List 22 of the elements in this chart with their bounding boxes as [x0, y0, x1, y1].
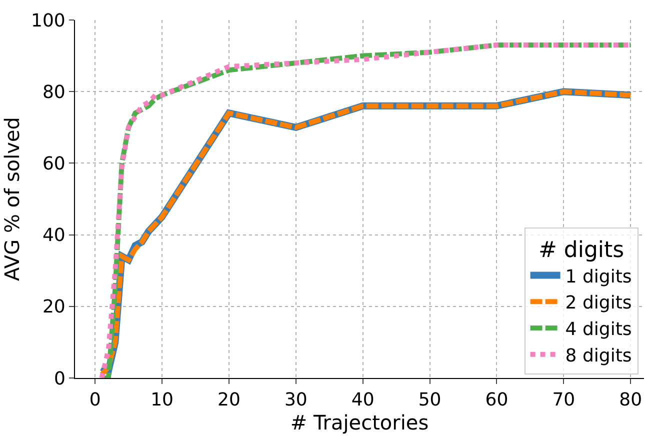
legend-label: 1 digits	[565, 266, 632, 288]
x-axis-title: # Trajectories	[290, 410, 429, 435]
x-tick-label: 80	[619, 390, 642, 411]
y-tick-label: 0	[54, 368, 66, 390]
y-tick-label: 100	[31, 10, 66, 32]
legend-label: 2 digits	[565, 292, 632, 314]
x-tick-label: 40	[351, 390, 374, 411]
x-tick-label: 30	[284, 390, 308, 411]
x-tick-label: 60	[485, 390, 508, 411]
x-tick-label: 0	[89, 390, 101, 411]
legend-title: # digits	[538, 238, 624, 264]
y-tick-label: 20	[42, 296, 66, 318]
legend-label: 4 digits	[565, 319, 632, 340]
y-tick-label: 60	[42, 154, 66, 174]
y-axis-title: AVG % of solved	[0, 117, 24, 281]
legend-label: 8 digits	[565, 345, 632, 366]
y-tick-label: 80	[42, 82, 66, 103]
x-tick-label: 50	[418, 390, 442, 411]
x-tick-label: 10	[150, 390, 174, 411]
x-tick-label: 20	[218, 390, 240, 411]
x-tick-label: 70	[552, 390, 576, 411]
y-tick-label: 40	[42, 225, 66, 246]
